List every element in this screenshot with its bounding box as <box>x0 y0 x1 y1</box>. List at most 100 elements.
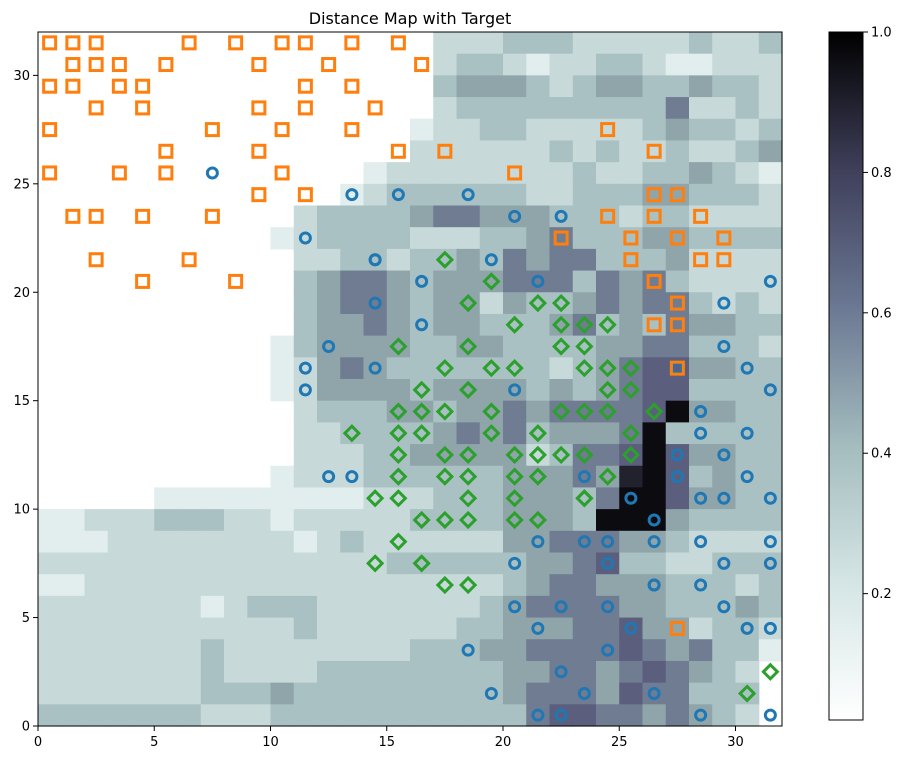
heatmap-cell <box>689 595 713 619</box>
heatmap-cell <box>433 162 458 185</box>
heatmap-cell <box>386 465 411 489</box>
heatmap-cell <box>526 487 551 510</box>
y-tick-label: 20 <box>13 286 30 301</box>
heatmap-cell <box>386 162 411 185</box>
heatmap-cell <box>433 530 458 554</box>
heatmap-cell <box>665 118 690 142</box>
heatmap-cell <box>503 313 527 337</box>
heatmap-cell <box>642 465 667 489</box>
heatmap-cell <box>107 574 132 597</box>
heatmap-cell <box>270 335 295 358</box>
heatmap-cell <box>619 509 644 532</box>
heatmap-cell <box>363 205 388 228</box>
heatmap-cell <box>200 595 225 619</box>
heatmap-cell <box>735 53 760 76</box>
heatmap-cell <box>596 444 620 467</box>
heatmap-cell <box>479 32 504 55</box>
heatmap-cell <box>665 660 690 684</box>
heatmap-cell <box>200 574 225 597</box>
heatmap-cell <box>619 53 644 76</box>
heatmap-cell <box>712 140 737 163</box>
circle-marker <box>322 339 336 353</box>
heatmap-cell <box>642 530 667 554</box>
diamond-marker <box>389 467 408 486</box>
heatmap-cell <box>61 617 86 640</box>
heatmap-cell <box>503 595 527 619</box>
heatmap-cell <box>735 140 760 163</box>
heatmap-cell <box>200 530 225 554</box>
circle-marker <box>577 535 591 549</box>
circle-marker <box>508 556 522 570</box>
heatmap-cell <box>410 292 434 315</box>
heatmap-cell <box>549 617 574 640</box>
heatmap-cell <box>735 660 760 684</box>
circle-marker <box>763 535 777 549</box>
heatmap-cell <box>689 660 713 684</box>
diamond-marker <box>621 445 640 465</box>
diamond-marker <box>552 445 571 465</box>
heatmap-cell <box>107 509 132 532</box>
heatmap-cell <box>712 205 737 228</box>
square-marker <box>437 143 453 159</box>
heatmap-cell <box>642 379 667 402</box>
heatmap-cell <box>317 444 341 467</box>
diamond-marker <box>482 402 501 421</box>
circle-marker <box>391 188 405 202</box>
y-tick-label: 30 <box>13 69 30 84</box>
circle-marker <box>508 600 522 614</box>
heatmap-cell <box>270 552 295 575</box>
circle-marker <box>740 361 754 375</box>
heatmap-cell <box>456 422 481 445</box>
heatmap-cell <box>479 379 504 402</box>
heatmap-cell <box>712 97 737 120</box>
heatmap-cell <box>410 357 434 380</box>
heatmap-cell <box>665 509 690 532</box>
heatmap-cell <box>456 487 481 510</box>
heatmap-cell <box>735 270 760 293</box>
heatmap-cell <box>596 682 620 705</box>
diamond-marker <box>435 445 454 465</box>
diamond-marker <box>528 510 547 530</box>
heatmap-cell <box>758 118 783 142</box>
heatmap-cell <box>572 530 597 554</box>
heatmap-cell <box>596 660 620 684</box>
heatmap-cell <box>549 595 574 619</box>
heatmap-cell <box>549 162 574 185</box>
heatmap-cell <box>340 422 365 445</box>
heatmap-cell <box>735 422 760 445</box>
circle-marker <box>298 361 312 375</box>
heatmap-cell <box>340 682 365 705</box>
circle-marker <box>763 274 777 288</box>
heatmap-cell <box>572 75 597 98</box>
heatmap-cell <box>293 552 318 575</box>
heatmap-cell <box>642 227 667 250</box>
heatmap-cell <box>526 32 551 55</box>
square-marker <box>111 57 127 73</box>
heatmap-cell <box>503 97 527 120</box>
circle-marker <box>647 513 661 527</box>
heatmap-cell <box>642 639 667 662</box>
heatmap-cell <box>712 639 737 662</box>
heatmap-cell <box>572 444 597 467</box>
heatmap-cell <box>596 162 620 185</box>
heatmap-cell <box>410 313 434 337</box>
heatmap-cell <box>107 704 132 727</box>
square-marker <box>135 208 151 224</box>
heatmap-cell <box>479 704 504 727</box>
diamond-marker <box>435 250 454 269</box>
circle-marker <box>647 578 661 592</box>
heatmap-cell <box>386 335 411 358</box>
heatmap-cell <box>224 660 248 684</box>
heatmap-cell <box>317 704 341 727</box>
heatmap-cell <box>758 162 783 185</box>
heatmap-cell <box>572 400 597 423</box>
heatmap-cell <box>247 617 272 640</box>
square-marker <box>251 100 267 116</box>
circle-marker <box>717 448 731 462</box>
heatmap-cell <box>549 140 574 163</box>
heatmap-cell <box>317 205 341 228</box>
heatmap-cell <box>410 248 434 272</box>
heatmap-cell <box>177 530 202 554</box>
circle-marker <box>531 708 545 722</box>
heatmap-cell <box>735 75 760 98</box>
